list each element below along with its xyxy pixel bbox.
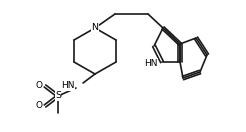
Text: HN: HN (62, 81, 75, 91)
Text: HN: HN (144, 58, 158, 67)
Text: N: N (92, 22, 98, 32)
Text: O: O (35, 102, 42, 110)
Text: O: O (35, 81, 42, 91)
Text: S: S (55, 91, 61, 100)
